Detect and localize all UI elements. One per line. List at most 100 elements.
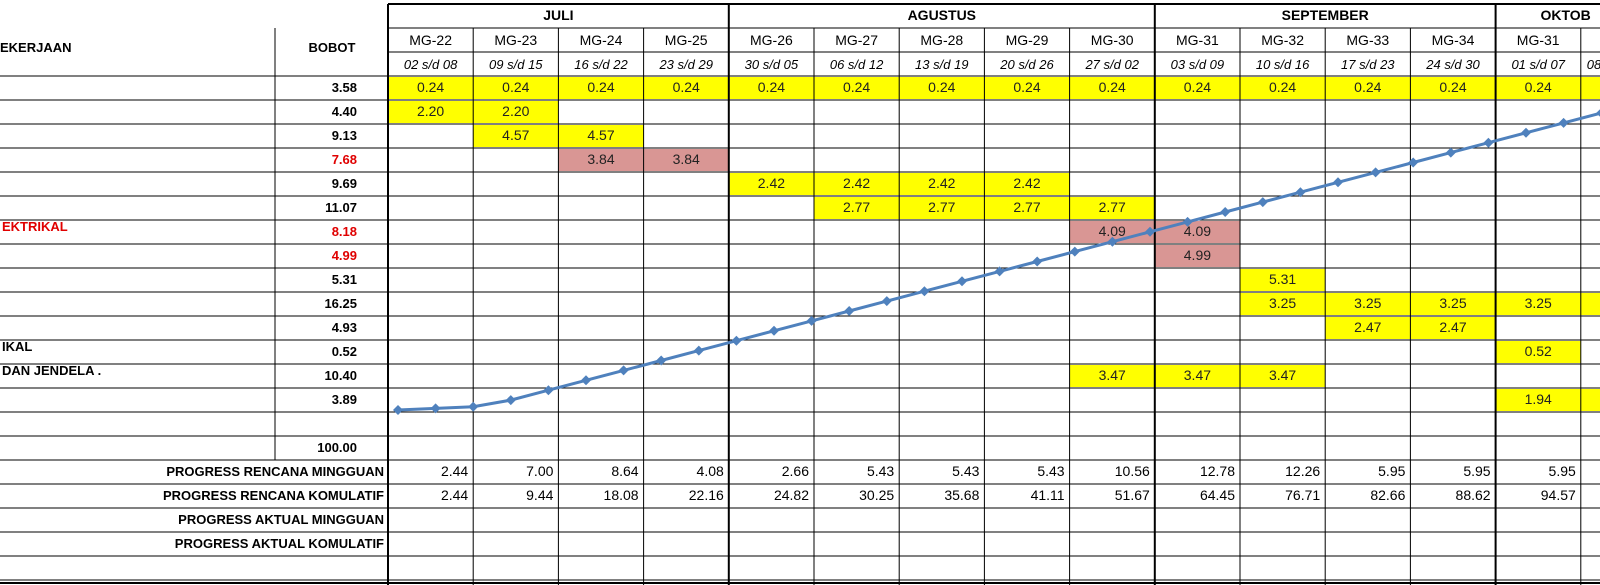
progress-label: PROGRESS RENCANA MINGGUAN <box>166 464 384 479</box>
task-label: IKAL <box>2 339 32 354</box>
schedule-cell <box>728 77 814 99</box>
cell-value: 0.24 <box>1269 79 1296 95</box>
bobot-value: 100.00 <box>317 440 357 455</box>
schedule-cell <box>1069 365 1155 387</box>
cell-value: 3.47 <box>1184 367 1211 383</box>
cell-value: 0.24 <box>1013 79 1040 95</box>
date-range: 10 s/d 16 <box>1256 57 1310 72</box>
curve-point <box>618 365 629 376</box>
cell-value: 0.24 <box>1184 79 1211 95</box>
cell-value: 4.57 <box>587 127 614 143</box>
curve-point <box>731 335 742 346</box>
schedule-cell <box>1154 77 1240 99</box>
week-label: MG-34 <box>1432 32 1475 48</box>
progress-value: 5.43 <box>1037 463 1064 479</box>
curve-point <box>844 306 855 316</box>
schedule-cell <box>1325 77 1411 99</box>
schedule-cell <box>1240 365 1326 387</box>
progress-label: PROGRESS AKTUAL MINGGUAN <box>178 512 384 527</box>
week-label: MG-33 <box>1346 32 1389 48</box>
date-range: 23 s/d 29 <box>658 57 713 72</box>
month-header: OKTOB <box>1540 7 1590 23</box>
curve-point <box>1596 109 1600 117</box>
date-range: 27 s/d 02 <box>1084 57 1139 72</box>
cell-value: 4.99 <box>1184 247 1211 263</box>
bobot-value: 9.69 <box>332 176 357 191</box>
curve-point <box>468 401 479 412</box>
cell-value: 5.31 <box>1269 271 1296 287</box>
schedule-cell <box>388 101 474 123</box>
progress-value: 30.25 <box>859 487 894 503</box>
curve-point <box>693 345 704 356</box>
cell-value: 0.24 <box>1525 79 1552 95</box>
date-range: 03 s/d 09 <box>1171 57 1225 72</box>
progress-value: 9.44 <box>526 487 553 503</box>
cell-value: 2.47 <box>1354 319 1381 335</box>
month-header: AGUSTUS <box>908 7 976 23</box>
schedule-cell <box>899 77 985 99</box>
curve-point <box>1408 157 1419 168</box>
curve-point <box>1182 216 1193 227</box>
week-label: MG-25 <box>665 32 708 48</box>
cell-value: 4.09 <box>1184 223 1211 239</box>
curve-point <box>1370 167 1381 178</box>
schedule-cell <box>1410 317 1496 339</box>
schedule-cell <box>814 173 900 195</box>
progress-value: 35.68 <box>944 487 979 503</box>
curve-point <box>1445 147 1456 158</box>
week-label: MG-30 <box>1091 32 1134 48</box>
cell-value: 3.84 <box>673 151 700 167</box>
date-range: 08 <box>1587 57 1600 72</box>
schedule-cell <box>1069 197 1155 219</box>
progress-value: 5.95 <box>1549 463 1576 479</box>
progress-value: 2.44 <box>441 487 468 503</box>
progress-value: 4.08 <box>697 463 724 479</box>
curve-point <box>656 355 667 366</box>
bobot-value: 3.58 <box>332 80 357 95</box>
curve-point <box>881 296 892 307</box>
cell-value: 3.25 <box>1439 295 1466 311</box>
schedule-cell <box>1580 293 1600 315</box>
schedule-cell <box>643 77 729 99</box>
cell-value: 2.42 <box>758 175 785 191</box>
curve-point <box>957 276 967 287</box>
schedule-cell <box>558 125 644 147</box>
curve-point <box>505 395 516 406</box>
progress-value: 8.64 <box>611 463 638 479</box>
cell-value: 2.42 <box>1013 175 1040 191</box>
cell-value: 2.42 <box>843 175 870 191</box>
sheet-text: JULI AGUSTUS SEPTEMBER OKTOB MG-22 MG-23 MG-24… <box>0 7 1600 551</box>
cell-value: 2.77 <box>1013 199 1040 215</box>
date-range: 13 s/d 19 <box>915 57 969 72</box>
schedule-cell <box>558 149 644 171</box>
curve-point <box>919 286 930 297</box>
schedule-cell <box>388 77 474 99</box>
bobot-value: 4.40 <box>332 104 357 119</box>
cell-value: 0.24 <box>758 79 785 95</box>
schedule-cell <box>1240 269 1326 291</box>
progress-value: 76.71 <box>1285 487 1320 503</box>
grid-lines <box>0 3 1600 585</box>
cell-value: 3.84 <box>587 151 614 167</box>
bobot-value: 7.68 <box>332 152 357 167</box>
schedule-cell <box>814 77 900 99</box>
date-range: 16 s/d 22 <box>574 57 628 72</box>
schedule-cell <box>1240 293 1326 315</box>
bobot-value: 8.18 <box>332 224 357 239</box>
schedule-cell <box>473 101 559 123</box>
curve-point <box>1295 187 1306 198</box>
cell-value: 0.24 <box>1099 79 1126 95</box>
cell-value: 0.24 <box>1354 79 1381 95</box>
curve-point <box>1483 137 1494 148</box>
bobot-value: 0.52 <box>332 344 357 359</box>
schedule-cell <box>984 77 1070 99</box>
cell-value: 0.24 <box>587 79 614 95</box>
week-label: MG-31 <box>1176 32 1219 48</box>
cell-value: 0.24 <box>928 79 955 95</box>
cell-value: 1.94 <box>1525 391 1552 407</box>
cell-value: 4.57 <box>502 127 529 143</box>
schedule-cell <box>1495 77 1581 99</box>
date-range: 02 s/d 08 <box>404 57 458 72</box>
schedule-cell <box>1240 77 1326 99</box>
bobot-value: 9.13 <box>332 128 357 143</box>
